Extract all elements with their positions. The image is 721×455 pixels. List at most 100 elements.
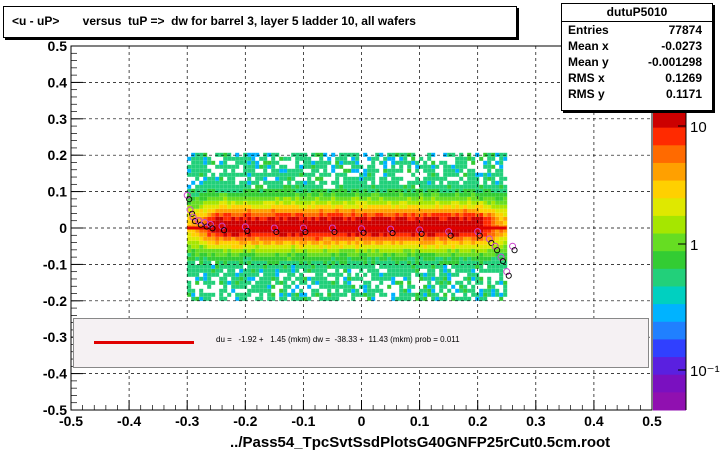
density-cell xyxy=(347,188,352,193)
density-cell xyxy=(335,220,340,225)
density-cell xyxy=(479,288,484,293)
density-cell xyxy=(255,268,260,273)
density-cell xyxy=(383,236,388,241)
density-cell xyxy=(451,180,456,185)
density-cell xyxy=(355,292,360,297)
density-cell xyxy=(227,176,232,181)
density-cell xyxy=(387,156,392,161)
density-cell xyxy=(487,192,492,197)
density-cell xyxy=(339,232,344,237)
density-cell xyxy=(315,176,320,181)
density-cell xyxy=(343,212,348,217)
density-cell xyxy=(327,208,332,213)
density-cell xyxy=(451,172,456,177)
density-cell xyxy=(375,232,380,237)
density-cell xyxy=(399,168,404,173)
density-cell xyxy=(419,252,424,257)
density-cell xyxy=(415,232,420,237)
density-cell xyxy=(395,232,400,237)
density-cell xyxy=(259,284,264,289)
density-cell xyxy=(327,260,332,265)
density-cell xyxy=(351,248,356,253)
density-cell xyxy=(503,232,508,237)
density-cell xyxy=(207,160,212,165)
density-cell xyxy=(227,208,232,213)
density-cell xyxy=(319,244,324,249)
density-cell xyxy=(431,188,436,193)
density-cell xyxy=(195,236,200,241)
density-cell xyxy=(307,264,312,269)
density-cell xyxy=(279,248,284,253)
density-cell xyxy=(391,240,396,245)
density-cell xyxy=(455,296,460,301)
density-cell xyxy=(223,208,228,213)
density-cell xyxy=(463,188,468,193)
density-cell xyxy=(495,268,500,273)
density-cell xyxy=(279,244,284,249)
density-cell xyxy=(483,196,488,201)
density-cell xyxy=(267,268,272,273)
density-cell xyxy=(371,196,376,201)
density-cell xyxy=(331,280,336,285)
density-cell xyxy=(451,296,456,301)
density-cell xyxy=(323,296,328,301)
density-cell xyxy=(215,256,220,261)
density-cell xyxy=(211,184,216,189)
density-cell xyxy=(487,240,492,245)
density-cell xyxy=(487,156,492,161)
density-cell xyxy=(223,296,228,301)
density-cell xyxy=(323,280,328,285)
density-cell xyxy=(403,236,408,241)
density-cell xyxy=(487,288,492,293)
density-cell xyxy=(283,288,288,293)
density-cell xyxy=(491,192,496,197)
density-cell xyxy=(471,204,476,209)
density-cell xyxy=(371,164,376,169)
density-cell xyxy=(487,232,492,237)
density-cell xyxy=(299,156,304,161)
density-cell xyxy=(199,160,204,165)
density-cell xyxy=(335,296,340,301)
density-cell xyxy=(347,276,352,281)
density-cell xyxy=(335,164,340,169)
density-cell xyxy=(395,280,400,285)
density-cell xyxy=(207,236,212,241)
density-cell xyxy=(439,280,444,285)
density-cell xyxy=(343,184,348,189)
density-cell xyxy=(443,192,448,197)
density-cell xyxy=(451,212,456,217)
density-cell xyxy=(239,240,244,245)
density-cell xyxy=(343,160,348,165)
density-cell xyxy=(299,180,304,185)
density-cell xyxy=(291,220,296,225)
density-cell xyxy=(223,240,228,245)
density-cell xyxy=(471,240,476,245)
density-cell xyxy=(259,188,264,193)
density-cell xyxy=(331,152,336,157)
density-cell xyxy=(263,244,268,249)
density-cell xyxy=(395,176,400,181)
density-cell xyxy=(203,244,208,249)
density-cell xyxy=(495,236,500,241)
profile-point-alt xyxy=(244,227,251,234)
density-cell xyxy=(387,268,392,273)
density-cell xyxy=(287,240,292,245)
density-cell xyxy=(483,296,488,301)
density-cell xyxy=(487,264,492,269)
density-cell xyxy=(411,180,416,185)
density-cell xyxy=(287,272,292,277)
density-cell xyxy=(495,160,500,165)
density-cell xyxy=(443,168,448,173)
density-cell xyxy=(467,264,472,269)
density-cell xyxy=(343,176,348,181)
density-cell xyxy=(319,216,324,221)
density-cell xyxy=(307,236,312,241)
density-cell xyxy=(367,212,372,217)
density-cell xyxy=(263,172,268,177)
density-cell xyxy=(303,180,308,185)
density-cell xyxy=(203,180,208,185)
density-cell xyxy=(231,284,236,289)
density-cell xyxy=(395,184,400,189)
density-cell xyxy=(247,204,252,209)
density-cell xyxy=(227,220,232,225)
